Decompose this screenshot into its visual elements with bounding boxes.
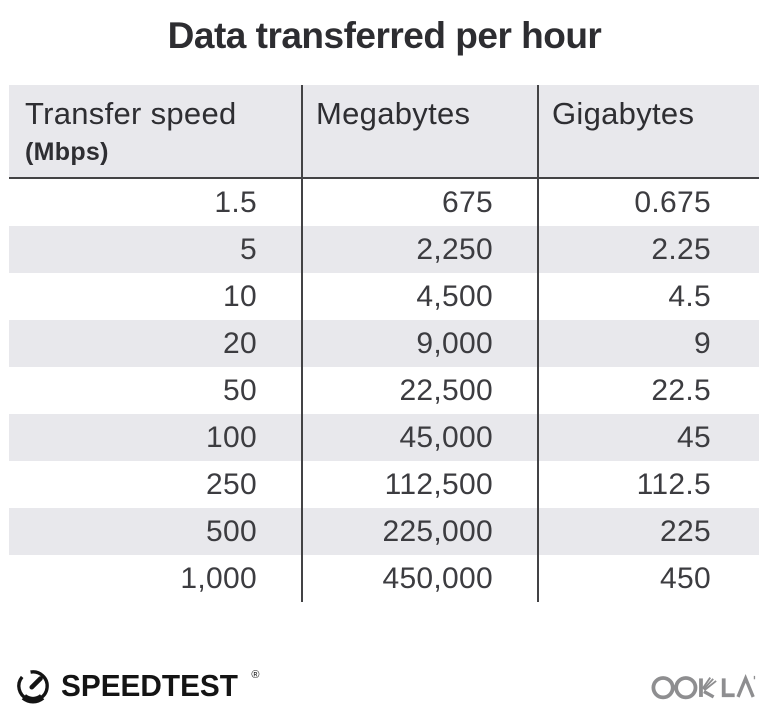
data-table: Transfer speed (Mbps) Megabytes Gigabyte… [9, 85, 759, 602]
table-cell: 22,500 [399, 374, 493, 407]
table-cell: 9,000 [416, 327, 493, 360]
table-cell: 675 [442, 186, 493, 219]
table-row: 10 4,500 4.5 [9, 273, 759, 320]
table-cell: 45 [677, 421, 711, 454]
table-row: 1.5 675 0.675 [9, 179, 759, 226]
table-cell: 10 [223, 280, 257, 313]
column-header-label: Gigabytes [552, 96, 695, 131]
table-cell: 225,000 [382, 515, 493, 548]
table-cell: 225 [660, 515, 711, 548]
table-cell: 22.5 [651, 374, 711, 407]
speedtest-wordmark: SPEEDTEST [61, 668, 238, 703]
table-cell: 500 [206, 515, 257, 548]
table-row: 500 225,000 225 [9, 508, 759, 555]
chart-title: Data transferred per hour [167, 15, 602, 56]
table-cell: 20 [223, 327, 257, 360]
column-divider [301, 85, 303, 602]
table-cell: 9 [694, 327, 711, 360]
table-cell: 1.5 [214, 186, 257, 219]
table-cell: 5 [240, 233, 257, 266]
table-row: 20 9,000 9 [9, 320, 759, 367]
table-cell: 112,500 [384, 468, 493, 501]
table-cell: 50 [223, 374, 257, 407]
table-cell: 100 [206, 421, 257, 454]
column-header-unit-label: (Mbps) [25, 138, 109, 166]
table-cell: 4.5 [668, 280, 711, 313]
column-divider [537, 85, 539, 602]
table-row: 1,000 450,000 450 [9, 555, 759, 602]
ookla-wordmark [651, 673, 756, 700]
table-cell: 450,000 [382, 562, 493, 595]
infographic-page: Data transferred per hour Transfer speed… [0, 15, 769, 704]
column-header-megabytes: Megabytes [302, 85, 538, 177]
table-cell: 450 [660, 562, 711, 595]
table-cell: 0.675 [634, 186, 711, 219]
column-header-transfer-speed: Transfer speed (Mbps) [9, 85, 302, 177]
speedtest-gauge-icon [17, 670, 49, 704]
table-cell: 4,500 [416, 280, 493, 313]
table-cell: 45,000 [399, 421, 493, 454]
column-header-gigabytes: Gigabytes [538, 85, 759, 177]
column-header-label: Megabytes [316, 96, 471, 131]
table-row: 50 22,500 22.5 [9, 367, 759, 414]
registered-trademark-symbol: ® [251, 669, 260, 681]
table-body: 1.5 675 0.675 5 2,250 2.25 10 4,500 4.5 20 9,000 9 5… [9, 179, 759, 602]
table-row: 250 112,500 112.5 [9, 461, 759, 508]
speedtest-logo: SPEEDTEST ® [13, 666, 259, 706]
table-row: 5 2,250 2.25 [9, 226, 759, 273]
footer: SPEEDTEST ® [13, 663, 756, 709]
table-cell: 250 [206, 468, 257, 501]
table-cell: 2,250 [416, 233, 493, 266]
table-cell: 112.5 [636, 468, 711, 501]
ookla-logo [651, 670, 756, 702]
column-header-label: Transfer speed [25, 96, 237, 131]
table-row: 100 45,000 45 [9, 414, 759, 461]
table-cell: 2.25 [651, 233, 711, 266]
table-header-row: Transfer speed (Mbps) Megabytes Gigabyte… [9, 85, 759, 179]
table-cell: 1,000 [180, 562, 257, 595]
